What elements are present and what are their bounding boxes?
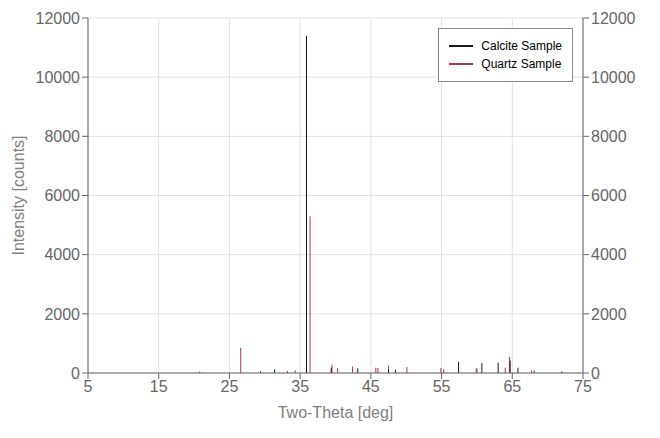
svg-text:5: 5 xyxy=(84,378,93,395)
svg-text:15: 15 xyxy=(150,378,168,395)
svg-text:0: 0 xyxy=(71,365,80,382)
svg-text:35: 35 xyxy=(291,378,309,395)
svg-text:8000: 8000 xyxy=(44,128,80,145)
svg-text:25: 25 xyxy=(221,378,239,395)
svg-text:12000: 12000 xyxy=(591,10,636,27)
svg-text:6000: 6000 xyxy=(591,187,627,204)
svg-text:4000: 4000 xyxy=(44,246,80,263)
svg-text:10000: 10000 xyxy=(591,69,636,86)
svg-text:10000: 10000 xyxy=(36,69,81,86)
html-text:Quartz Sample: Quartz Sample xyxy=(481,57,562,71)
svg-text:45: 45 xyxy=(362,378,380,395)
html-text:Calcite Sample: Calcite Sample xyxy=(481,39,562,53)
svg-text:2000: 2000 xyxy=(591,306,627,323)
svg-text:2000: 2000 xyxy=(44,306,80,323)
svg-text:65: 65 xyxy=(503,378,521,395)
svg-text:55: 55 xyxy=(433,378,451,395)
svg-text:0: 0 xyxy=(591,365,600,382)
svg-text:75: 75 xyxy=(574,378,592,395)
svg-text:12000: 12000 xyxy=(36,10,81,27)
svg-text:8000: 8000 xyxy=(591,128,627,145)
svg-text:Intensity [counts]: Intensity [counts] xyxy=(10,135,27,255)
svg-text:4000: 4000 xyxy=(591,246,627,263)
svg-text:6000: 6000 xyxy=(44,187,80,204)
svg-text:Two-Theta [deg]: Two-Theta [deg] xyxy=(278,404,394,421)
